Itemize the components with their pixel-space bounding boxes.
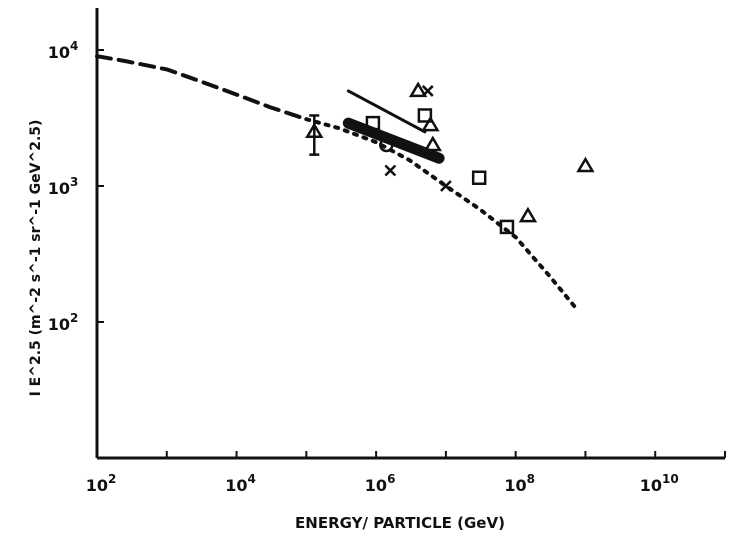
y-tick-label: 102 [48,311,79,334]
triangle-point [421,115,440,132]
x-tick-label: 106 [365,472,396,495]
solid-fit-line [346,89,427,134]
square-point [365,115,381,131]
data-layer [95,54,595,309]
axes [95,8,726,460]
y-tick-label: 103 [48,175,79,198]
y-axis-title: I E^2.5 (m^-2 s^-1 sr^-1 GeV^2.5) [28,120,44,397]
x-tick-label: 108 [504,472,535,495]
x-tick-label: 104 [225,472,256,495]
x-axis-title: ENERGY/ PARTICLE (GeV) [295,514,505,532]
dashed-spectrum-curve [95,54,309,122]
triangle-point [518,206,538,223]
square-point [499,219,515,235]
cross-point [421,85,434,97]
cross-point [384,164,397,177]
circle-point [379,137,394,153]
x-tick-label: 102 [86,472,117,495]
dotted-spectrum-curve [304,117,577,309]
x-tick-label: 1010 [640,472,679,495]
thick-data-band [342,117,445,164]
square-point [471,170,487,185]
labels: 102 104 106 108 1010 102 103 104 ENERGY/ PARTICL… [28,39,679,532]
square-point [417,108,433,123]
triangle-point [408,81,428,98]
triangle-point [423,135,443,152]
y-tick-label: 104 [48,39,79,62]
triangle-point [305,122,324,139]
cross-point [440,180,452,192]
triangle-point [576,156,595,173]
